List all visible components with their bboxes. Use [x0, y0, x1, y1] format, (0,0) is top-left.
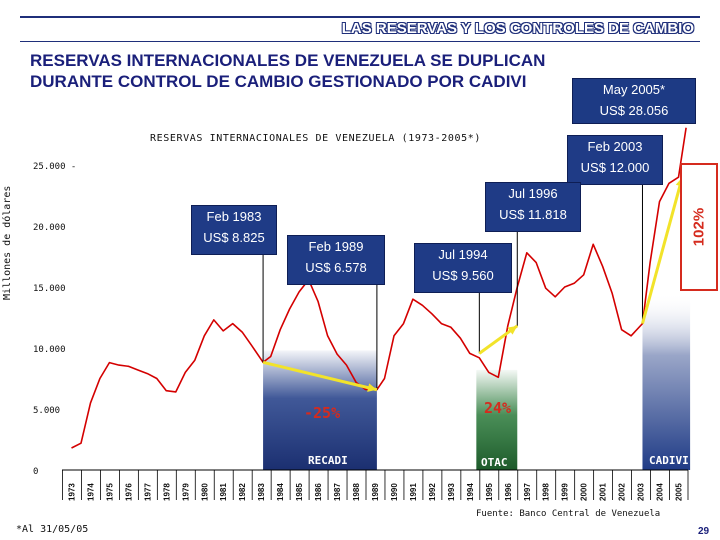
x-tick-label: 1983 [257, 483, 266, 501]
annotation-feb-2003: Feb 2003 US$ 12.000 [567, 135, 663, 185]
otac-trend-arrow-head [507, 325, 518, 335]
x-tick-label: 1977 [143, 483, 152, 501]
recadi-trend-arrow [262, 360, 378, 392]
x-tick-label: 1982 [238, 483, 247, 501]
y-tick-label: 25.000 - [33, 162, 76, 172]
x-tick-label: 1992 [428, 483, 437, 501]
x-tick-label: 1997 [523, 483, 532, 501]
y-tick-label: 10.000 [33, 345, 66, 355]
header-divider [20, 41, 700, 42]
cadivi-label: CADIVI [649, 454, 689, 467]
x-tick-label: 2000 [580, 483, 589, 501]
recadi-band [263, 350, 377, 470]
annotation-value: US$ 28.056 [599, 103, 669, 118]
y-tick-label: 5.000 [33, 406, 60, 416]
x-tick-label: 1984 [276, 483, 285, 501]
x-tick-label: 2004 [656, 483, 665, 501]
annotation-value: US$ 9.560 [432, 268, 494, 283]
y-tick-label: 15.000 [33, 284, 66, 294]
x-tick-label: 1991 [409, 483, 418, 501]
otac-band [476, 369, 518, 470]
x-tick-label: 2001 [599, 483, 608, 501]
x-tick-label: 2003 [637, 483, 646, 501]
annotation-date: Feb 2003 [587, 139, 643, 154]
recadi-trend-arrow-head [367, 383, 377, 392]
y-axis-label: Millones de dólares [2, 185, 13, 300]
x-tick-label: 1976 [124, 483, 133, 501]
source-note: Fuente: Banco Central de Venezuela [476, 509, 661, 519]
x-tick-label: 1979 [181, 483, 190, 501]
x-tick-label: 1996 [504, 483, 513, 501]
annotation-value: US$ 8.825 [203, 230, 265, 245]
x-tick-label: 1980 [200, 483, 209, 501]
reserves-series-line [71, 127, 687, 449]
page-number: 29 [698, 526, 710, 537]
x-tick-label: 2005 [675, 483, 684, 501]
annotation-date: Jul 1994 [438, 247, 488, 262]
annotation-date: Feb 1983 [206, 209, 262, 224]
cadivi-trend-arrow [641, 176, 684, 324]
x-tick-label: 1993 [447, 483, 456, 501]
otac-change-label: 24% [484, 399, 512, 417]
x-tick-label: 1989 [371, 483, 380, 501]
x-tick-label: 1974 [86, 483, 95, 501]
chart-title: RESERVAS INTERNACIONALES DE VENEZUELA (1… [150, 133, 482, 144]
x-tick-label: 1981 [219, 483, 228, 501]
x-tick-label: 1998 [542, 483, 551, 501]
annotation-value: US$ 6.578 [305, 260, 367, 275]
y-tick-label: 20.000 [33, 223, 66, 233]
annotation-feb-1983: Feb 1983 US$ 8.825 [191, 205, 277, 255]
section-title: LAS RESERVAS Y LOS CONTROLES DE CAMBIO [341, 20, 694, 37]
x-tick-label: 1995 [485, 483, 494, 501]
x-tick-label: 1985 [295, 483, 304, 501]
annotation-date: Feb 1989 [308, 239, 364, 254]
x-tick-label: 1978 [162, 483, 171, 501]
page-title: RESERVAS INTERNACIONALES DE VENEZUELA SE… [30, 51, 546, 91]
x-tick-label: 1975 [105, 483, 114, 501]
annotation-value: US$ 12.000 [580, 160, 650, 175]
annotation-date: May 2005* [602, 82, 666, 97]
x-tick-label: 2002 [618, 483, 627, 501]
x-tick-label: 1986 [314, 483, 323, 501]
recadi-change-label: -25% [304, 404, 341, 422]
annotation-may-2005: May 2005* US$ 28.056 [572, 78, 696, 124]
x-tick-label: 1999 [561, 483, 570, 501]
footnote: *Al 31/05/05 [16, 524, 89, 535]
cadivi-change-box: 102% [680, 163, 718, 291]
x-tick-label: 1990 [390, 483, 399, 501]
x-tick-label: 1994 [466, 483, 475, 501]
cadivi-change-label: 102% [690, 207, 708, 247]
x-tick-label: 1988 [352, 483, 361, 501]
header-rule [20, 16, 700, 18]
x-tick-label: 1973 [67, 483, 76, 501]
annotation-feb-1989: Feb 1989 US$ 6.578 [287, 235, 385, 285]
y-tick-label: 0 [33, 467, 38, 477]
otac-label: OTAC [481, 456, 508, 469]
annotation-date: Jul 1996 [508, 186, 558, 201]
annotation-jul-1994: Jul 1994 US$ 9.560 [414, 243, 512, 293]
annotation-value: US$ 11.818 [499, 207, 567, 222]
recadi-label: RECADI [308, 454, 348, 467]
x-tick-label: 1987 [333, 483, 342, 501]
annotation-jul-1996: Jul 1996 US$ 11.818 [485, 182, 581, 232]
cadivi-band [642, 293, 691, 470]
